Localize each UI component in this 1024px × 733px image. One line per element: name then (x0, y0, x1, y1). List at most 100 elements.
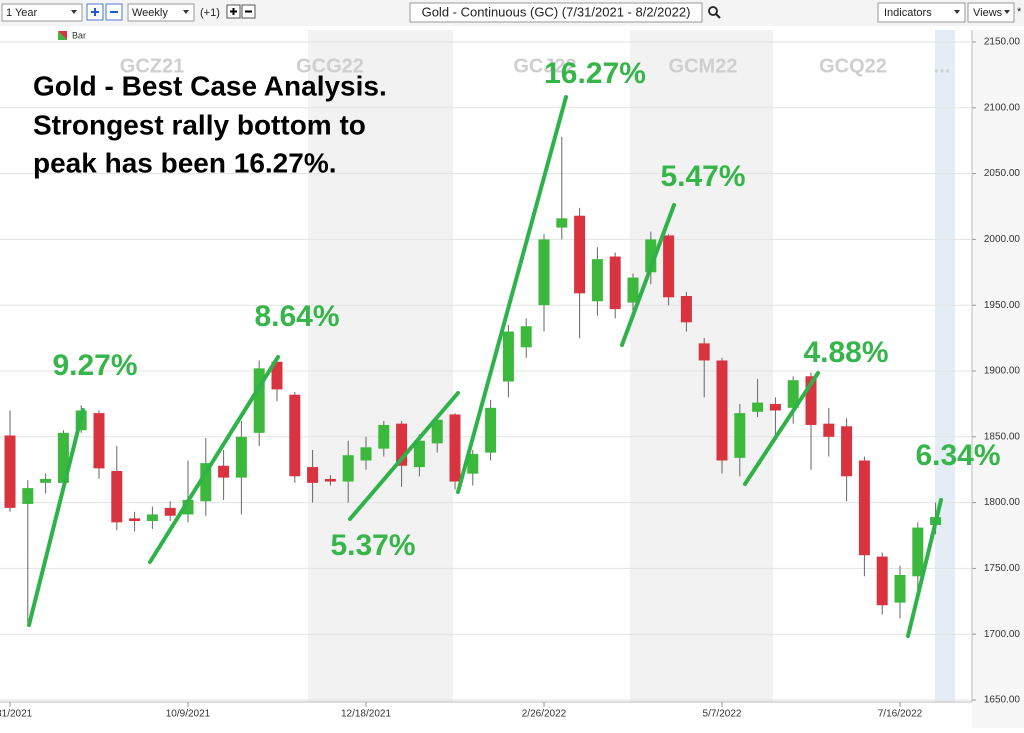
candle-body (360, 447, 372, 461)
candle-body (146, 514, 158, 522)
x-tick-label: 10/9/2021 (166, 709, 211, 720)
y-tick-label: 1900.00 (984, 366, 1021, 377)
y-tick-label: 1700.00 (984, 629, 1021, 640)
annotation: 16.27% (544, 57, 646, 90)
candle-body (342, 455, 354, 482)
y-tick-label: 2050.00 (984, 168, 1021, 179)
candle-body (698, 343, 710, 361)
annotation: 9.27% (52, 349, 137, 382)
candle-body (289, 394, 301, 477)
candle-body (93, 413, 105, 469)
candle-body (449, 414, 461, 482)
symbol-text: Gold - Continuous (GC) (7/31/2021 - 8/2/… (422, 4, 691, 19)
y-tick-label: 2000.00 (984, 234, 1021, 245)
zoom-in[interactable] (86, 3, 104, 21)
candle-body (467, 453, 479, 474)
candle-body (111, 471, 123, 523)
candle-body (716, 360, 728, 461)
contract-label: GCG22 (296, 55, 364, 77)
range-select[interactable]: 1 Year (1, 3, 83, 22)
candle-body (805, 376, 817, 425)
candle-body (627, 277, 639, 303)
candle-body (502, 331, 514, 382)
candle-body (235, 436, 247, 478)
legend-text: Bar (72, 30, 86, 40)
candle-body (538, 239, 550, 306)
chart-title: Strongest rally bottom to (33, 109, 366, 140)
chart-title: Gold - Best Case Analysis. (33, 70, 387, 101)
candle-body (307, 467, 319, 483)
contract-label: GCJ22 (513, 55, 576, 77)
x-tick-label: 5/7/2022 (703, 709, 742, 720)
y-tick-label: 1800.00 (984, 497, 1021, 508)
contract-label: ... (934, 55, 951, 77)
candle-body (556, 218, 568, 228)
candle-body (485, 407, 497, 453)
symbol-box[interactable]: Gold - Continuous (GC) (7/31/2021 - 8/2/… (409, 2, 703, 23)
x-tick-label: 12/18/2021 (341, 709, 391, 720)
candle-body (324, 478, 336, 482)
y-tick-label: 1850.00 (984, 431, 1021, 442)
candle-body (413, 440, 425, 468)
candle-body (591, 259, 603, 302)
candle-body (823, 423, 835, 437)
contract-label: GCM22 (669, 55, 738, 77)
candle-body (912, 527, 924, 577)
candle-body (164, 507, 176, 516)
offset-text: (+1) (200, 7, 220, 19)
period-text: Weekly (132, 7, 168, 19)
x-tick-label: 2/26/2022 (522, 709, 567, 720)
candle-body (520, 326, 532, 348)
candle-body (129, 518, 141, 522)
candle-body (218, 465, 230, 478)
y-tick-label: 1750.00 (984, 563, 1021, 574)
annotation: 6.34% (915, 439, 1000, 472)
search-icon[interactable] (708, 6, 721, 19)
x-tick-label: 7/16/2022 (878, 709, 923, 720)
y-tick-label: 2100.00 (984, 102, 1021, 113)
x-tick-label: 7/31/2021 (0, 709, 33, 720)
y-axis-area (972, 30, 1024, 728)
candle-body (431, 419, 443, 444)
candle-body (734, 413, 746, 458)
candle-body (57, 432, 69, 483)
contract-band (935, 30, 955, 702)
plot-area (0, 30, 972, 702)
candle-body (182, 499, 194, 515)
annotation: 8.64% (254, 300, 339, 333)
period-select[interactable]: Weekly (127, 3, 195, 22)
contract-label: GCQ22 (819, 55, 887, 77)
indicators-select[interactable]: Indicators (877, 2, 966, 23)
candle-body (396, 423, 408, 466)
offset-minus[interactable] (241, 4, 256, 19)
legend: Bar (58, 30, 86, 40)
candle-body (253, 368, 265, 433)
offset-plus[interactable] (226, 4, 241, 19)
candle-body (876, 556, 888, 606)
range-text: 1 Year (6, 7, 38, 19)
candle-body (841, 426, 853, 477)
contract-band (308, 30, 453, 702)
views-text: Views (973, 7, 1003, 19)
candle-body (574, 215, 586, 294)
annotation: 5.47% (660, 160, 745, 193)
candle-body (769, 403, 781, 411)
annotation: 4.88% (803, 336, 888, 369)
views-select[interactable]: Views (967, 2, 1015, 23)
candle-body (645, 239, 657, 273)
y-tick-label: 2150.00 (984, 37, 1021, 48)
candle-body (40, 478, 52, 483)
candle-body (663, 235, 675, 298)
candle-body (22, 488, 34, 504)
indicators-text: Indicators (884, 7, 932, 19)
candle-body (200, 463, 212, 502)
contract-band (630, 30, 773, 702)
zoom-out[interactable] (105, 3, 123, 21)
candle-body (787, 380, 799, 408)
candle-body (858, 460, 870, 556)
trend-lines (27, 95, 943, 638)
chart-title: peak has been 16.27%. (33, 147, 337, 178)
annotation: 5.37% (330, 529, 415, 562)
